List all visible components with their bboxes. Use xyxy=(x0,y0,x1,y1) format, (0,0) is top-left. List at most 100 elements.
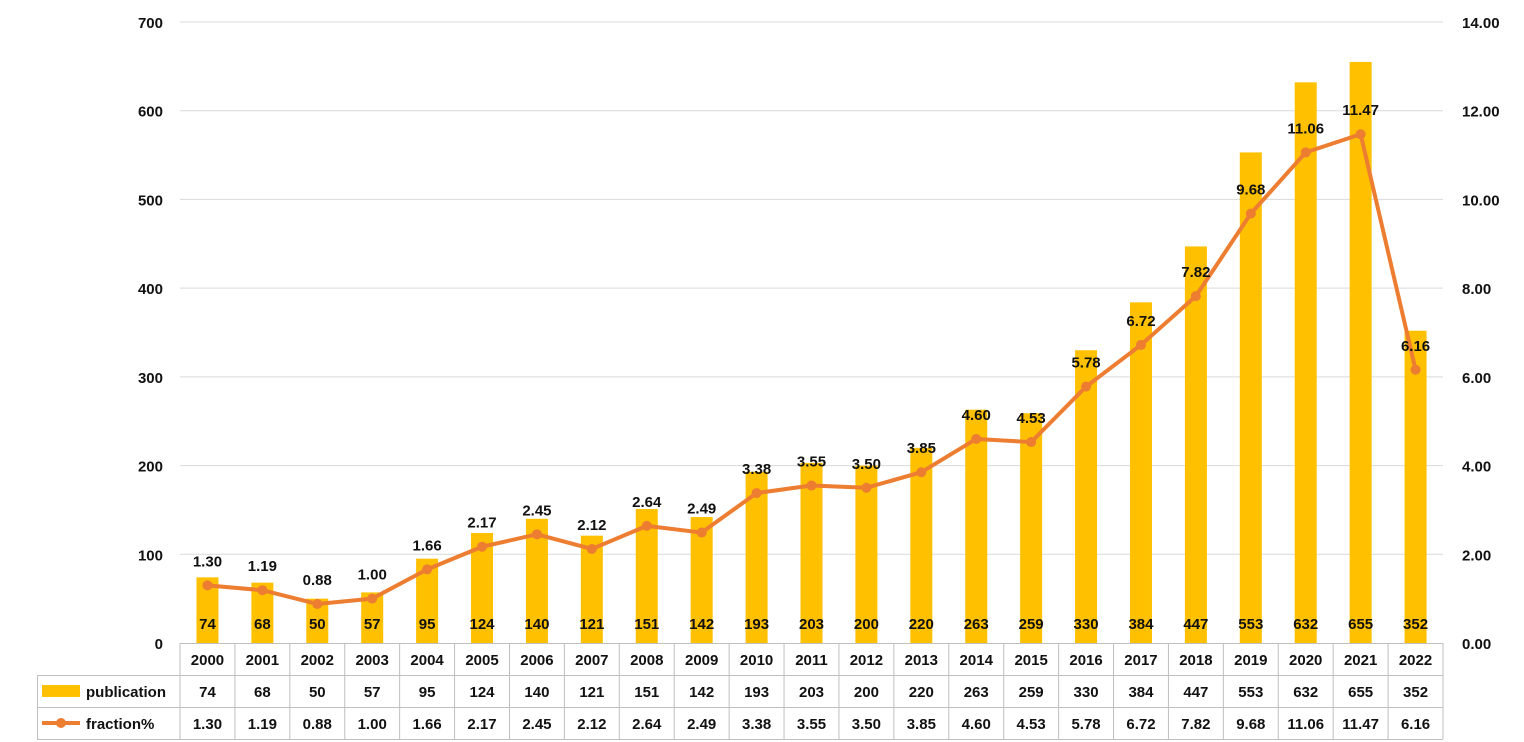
fraction-point-2016 xyxy=(1081,381,1092,392)
bar-value-label: 655 xyxy=(1348,616,1373,633)
legend-key-fraction-marker xyxy=(56,718,66,728)
table-fraction-cell: 6.16 xyxy=(1401,716,1430,733)
bar-value-label: 203 xyxy=(799,616,824,633)
fraction-point-2012 xyxy=(861,482,872,493)
fraction-point-2021 xyxy=(1355,129,1366,140)
table-fraction-cell: 3.85 xyxy=(907,716,936,733)
table-year-cell: 2004 xyxy=(410,652,444,669)
table-publication-cell: 193 xyxy=(744,684,769,701)
bar-value-label: 330 xyxy=(1074,616,1099,633)
bar-2002 xyxy=(306,598,329,643)
table-year-cell: 2020 xyxy=(1289,652,1322,669)
bar-2019 xyxy=(1239,152,1262,643)
table-publication-cell: 220 xyxy=(909,684,934,701)
fraction-point-2009 xyxy=(696,527,707,538)
table-fraction-cell: 2.45 xyxy=(522,716,551,733)
fraction-point-2006 xyxy=(531,529,542,540)
table-publication-cell: 263 xyxy=(964,684,989,701)
bar-2009 xyxy=(690,517,713,643)
table-year-cell: 2016 xyxy=(1069,652,1102,669)
table-year-cell: 2003 xyxy=(356,652,389,669)
table-year-cell: 2018 xyxy=(1179,652,1212,669)
table-publication-cell: 151 xyxy=(634,684,659,701)
fraction-point-2017 xyxy=(1135,339,1146,350)
table-fraction-cell: 1.19 xyxy=(248,716,277,733)
right-tick-label: 12.00 xyxy=(1462,104,1500,121)
table-fraction-cell: 1.30 xyxy=(193,716,222,733)
data-table: 2000 2001 2002 2003 2004 2005 2006 2007 2008 2009… xyxy=(37,643,1444,740)
bar-2018 xyxy=(1184,246,1207,643)
table-fraction-cell: 11.06 xyxy=(1287,716,1324,733)
table-year-cell: 2022 xyxy=(1399,652,1432,669)
legend-label-fraction: fraction% xyxy=(86,716,154,733)
table-year-cell: 2021 xyxy=(1344,652,1377,669)
table-year-cell: 2005 xyxy=(465,652,498,669)
bar-value-label: 259 xyxy=(1019,616,1044,633)
bar-value-label: 142 xyxy=(689,616,714,633)
fraction-value-label: 3.50 xyxy=(852,456,881,473)
table-fraction-cell: 3.50 xyxy=(852,716,881,733)
bar-value-label: 384 xyxy=(1128,616,1154,633)
left-tick-label: 300 xyxy=(138,370,163,387)
table-year-cell: 2011 xyxy=(795,652,828,669)
bar-value-label: 263 xyxy=(964,616,989,633)
table-fraction-cell: 11.47 xyxy=(1342,716,1379,733)
fraction-value-label: 2.12 xyxy=(577,517,606,534)
table-publication-cell: 553 xyxy=(1238,684,1263,701)
table-publication-cell: 655 xyxy=(1348,684,1373,701)
table-fraction-cell: 1.66 xyxy=(413,716,442,733)
table-year-cell: 2010 xyxy=(740,652,773,669)
table-fraction-cell: 6.72 xyxy=(1126,716,1155,733)
bar-value-label: 68 xyxy=(254,616,271,633)
fraction-value-label: 11.47 xyxy=(1342,102,1379,119)
table-year-cell: 2017 xyxy=(1124,652,1157,669)
right-tick-label: 0.00 xyxy=(1462,636,1491,653)
table-fraction-cell: 1.00 xyxy=(358,716,387,733)
table-publication-cell: 50 xyxy=(309,684,326,701)
bar-value-label: 124 xyxy=(470,616,496,633)
bar-value-label: 121 xyxy=(579,616,604,633)
fraction-value-label: 4.60 xyxy=(962,407,991,424)
bar-value-label: 74 xyxy=(199,616,216,633)
table-fraction-cell: 3.55 xyxy=(797,716,826,733)
bar-value-label: 95 xyxy=(419,616,436,633)
fraction-value-label: 6.16 xyxy=(1401,338,1430,355)
fraction-value-label: 6.72 xyxy=(1126,313,1155,330)
publication-bars xyxy=(196,61,1427,644)
bar-value-label: 447 xyxy=(1183,616,1208,633)
fraction-point-2001 xyxy=(257,585,268,596)
left-tick-label: 200 xyxy=(138,459,163,476)
legend-label-publication: publication xyxy=(86,684,166,701)
table-year-cell: 2014 xyxy=(960,652,994,669)
table-publication-cell: 140 xyxy=(524,684,549,701)
fraction-point-2015 xyxy=(1026,437,1037,448)
table-publication-cell: 121 xyxy=(579,684,604,701)
table-fraction-cell: 3.38 xyxy=(742,716,771,733)
table-publication-cell: 68 xyxy=(254,684,271,701)
table-publication-cell: 74 xyxy=(199,684,216,701)
right-tick-label: 6.00 xyxy=(1462,370,1491,387)
bar-2016 xyxy=(1075,350,1098,643)
bar-2017 xyxy=(1129,302,1152,643)
table-fraction-cell: 4.60 xyxy=(962,716,991,733)
table-fraction-cell: 7.82 xyxy=(1181,716,1210,733)
fraction-line xyxy=(202,129,1421,609)
table-publication-cell: 124 xyxy=(470,684,496,701)
fraction-value-label: 2.49 xyxy=(687,501,716,518)
table-publication-cell: 95 xyxy=(419,684,436,701)
fraction-point-2000 xyxy=(202,580,213,591)
table-publication-cell: 352 xyxy=(1403,684,1428,701)
fraction-value-label: 1.66 xyxy=(413,537,442,554)
fraction-value-label: 2.64 xyxy=(632,494,662,511)
table-fraction-cell: 4.53 xyxy=(1017,716,1046,733)
table-year-cell: 2012 xyxy=(850,652,883,669)
fraction-point-2022 xyxy=(1410,364,1421,375)
left-axis: 0 100 200 300 400 500 600 700 xyxy=(138,15,163,653)
fraction-point-2003 xyxy=(367,593,378,604)
bar-2003 xyxy=(361,592,384,643)
left-tick-label: 600 xyxy=(138,104,163,121)
bar-2001 xyxy=(251,582,274,643)
bar-value-label: 220 xyxy=(909,616,934,633)
bar-2005 xyxy=(471,532,494,643)
left-tick-label: 100 xyxy=(138,547,163,564)
